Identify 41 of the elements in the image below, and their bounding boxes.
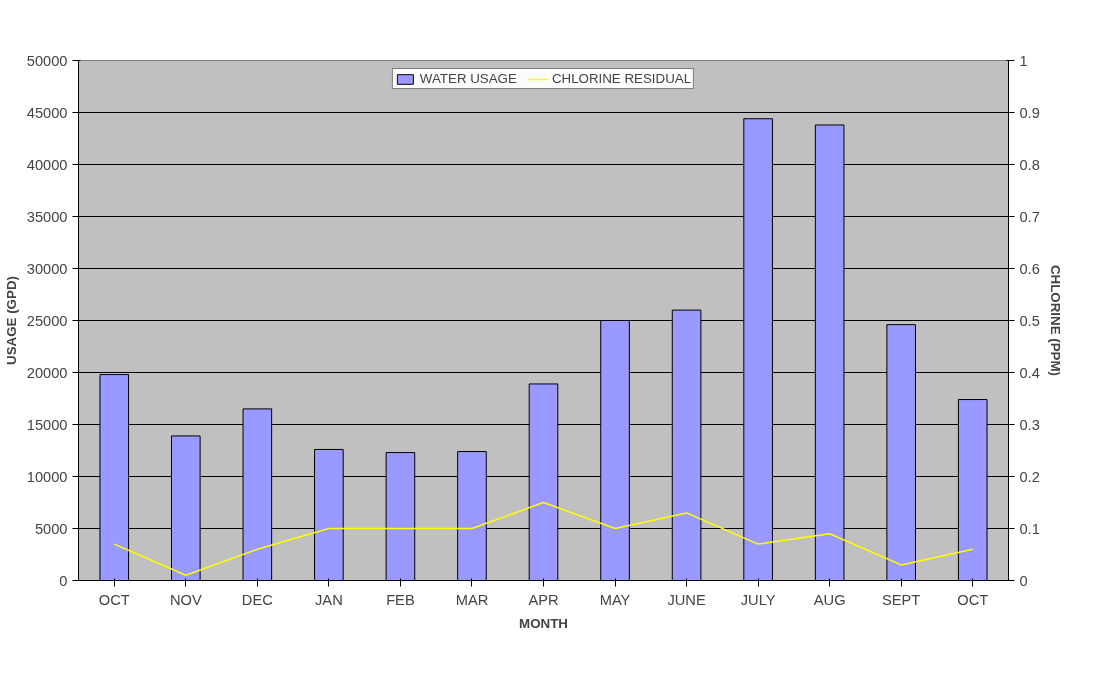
y2-tick-label: 0.9 [1019,104,1040,121]
y2-tick-label: 0 [1019,572,1028,589]
y-tick-label: 50000 [26,52,68,69]
y-tick-label: 10000 [26,468,68,485]
y2-tick-label: 0.3 [1019,416,1040,433]
x-tick-label: NOV [169,591,202,608]
x-tick-label: FEB [386,591,415,608]
x-axis-title: MONTH [519,615,568,631]
x-tick-label: JULY [740,591,776,608]
y2-axis-title: CHLORINE (PPM) [1047,264,1063,377]
y-tick-label: 35000 [26,208,68,225]
x-tick-label: OCT [98,591,130,608]
legend-label: WATER USAGE [419,71,517,86]
x-tick-label: DEC [241,591,274,608]
y-tick-label: 25000 [26,312,68,329]
y-tick-label: 20000 [26,364,68,381]
y-tick-label: 15000 [26,416,68,433]
y2-tick-label: 0.6 [1019,260,1040,277]
x-tick-label: OCT [957,591,989,608]
y-tick-label: 30000 [26,260,68,277]
y2-tick-label: 0.7 [1019,208,1040,225]
y-tick-label: 45000 [26,104,68,121]
y2-tick-label: 0.8 [1019,156,1040,173]
y-tick-label: 5000 [34,520,68,537]
y2-tick-label: 0.1 [1019,520,1040,537]
x-tick-label: MAR [455,591,489,608]
y2-tick-label: 0.4 [1019,364,1040,381]
y-axis-title: USAGE (GPD) [3,276,19,365]
legend-label: CHLORINE RESIDUAL [551,71,692,86]
x-tick-label: JUNE [667,591,706,608]
line-series [113,501,974,577]
x-tick-label: JAN [315,591,343,608]
y-tick-label: 40000 [26,156,68,173]
x-tick-label: AUG [813,591,846,608]
x-tick-label: APR [528,591,559,608]
y-tick-label: 0 [59,572,68,589]
x-tick-label: MAY [599,591,631,608]
y2-tick-label: 0.5 [1019,312,1040,329]
y2-tick-label: 0.2 [1019,468,1040,485]
x-tick-label: SEPT [882,591,921,608]
y2-tick-label: 1 [1019,52,1028,69]
